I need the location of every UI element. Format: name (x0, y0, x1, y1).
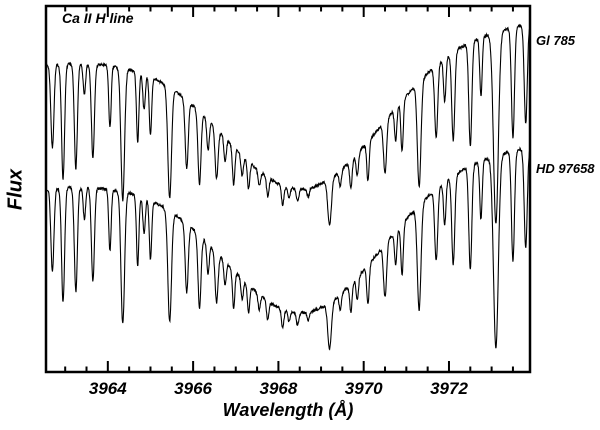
x-tick-label: 3966 (174, 379, 212, 398)
x-axis-label: Wavelength (Å) (222, 400, 354, 420)
axis-ticks (64, 6, 514, 372)
plot-frame (44, 4, 532, 374)
x-tick-label: 3968 (259, 379, 297, 398)
x-tick-label: 3964 (89, 379, 127, 398)
plot-annotation-line-id: Ca II H line (62, 10, 134, 26)
series-label-hd-97658: HD 97658 (536, 161, 595, 176)
y-axis-label: Flux (4, 168, 27, 211)
x-tick-label: 3972 (430, 379, 468, 398)
x-tick-label: 3970 (345, 379, 383, 398)
series-label-gl-785: Gl 785 (536, 33, 576, 48)
spectrum-series-1 (46, 146, 530, 351)
spectrum-series-0 (46, 23, 530, 226)
